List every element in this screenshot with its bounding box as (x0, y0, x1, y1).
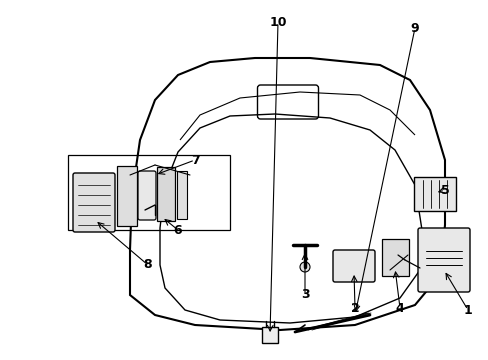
FancyBboxPatch shape (177, 171, 186, 219)
Text: 6: 6 (173, 224, 182, 237)
Text: 4: 4 (395, 302, 404, 315)
FancyBboxPatch shape (381, 239, 408, 276)
Text: 5: 5 (440, 184, 448, 197)
FancyBboxPatch shape (262, 327, 278, 343)
Text: 10: 10 (269, 15, 286, 28)
Text: 8: 8 (143, 258, 152, 271)
FancyBboxPatch shape (332, 250, 374, 282)
Bar (68, 155, 229, 230)
Text: 1: 1 (463, 303, 471, 316)
FancyBboxPatch shape (417, 228, 469, 292)
FancyBboxPatch shape (138, 171, 156, 220)
FancyBboxPatch shape (157, 167, 175, 221)
FancyBboxPatch shape (413, 177, 455, 211)
Text: 9: 9 (410, 22, 418, 35)
FancyBboxPatch shape (73, 173, 115, 232)
Text: 3: 3 (300, 288, 309, 302)
FancyBboxPatch shape (117, 166, 137, 226)
Circle shape (299, 262, 309, 272)
Text: 7: 7 (190, 153, 199, 166)
Text: 2: 2 (350, 302, 359, 315)
